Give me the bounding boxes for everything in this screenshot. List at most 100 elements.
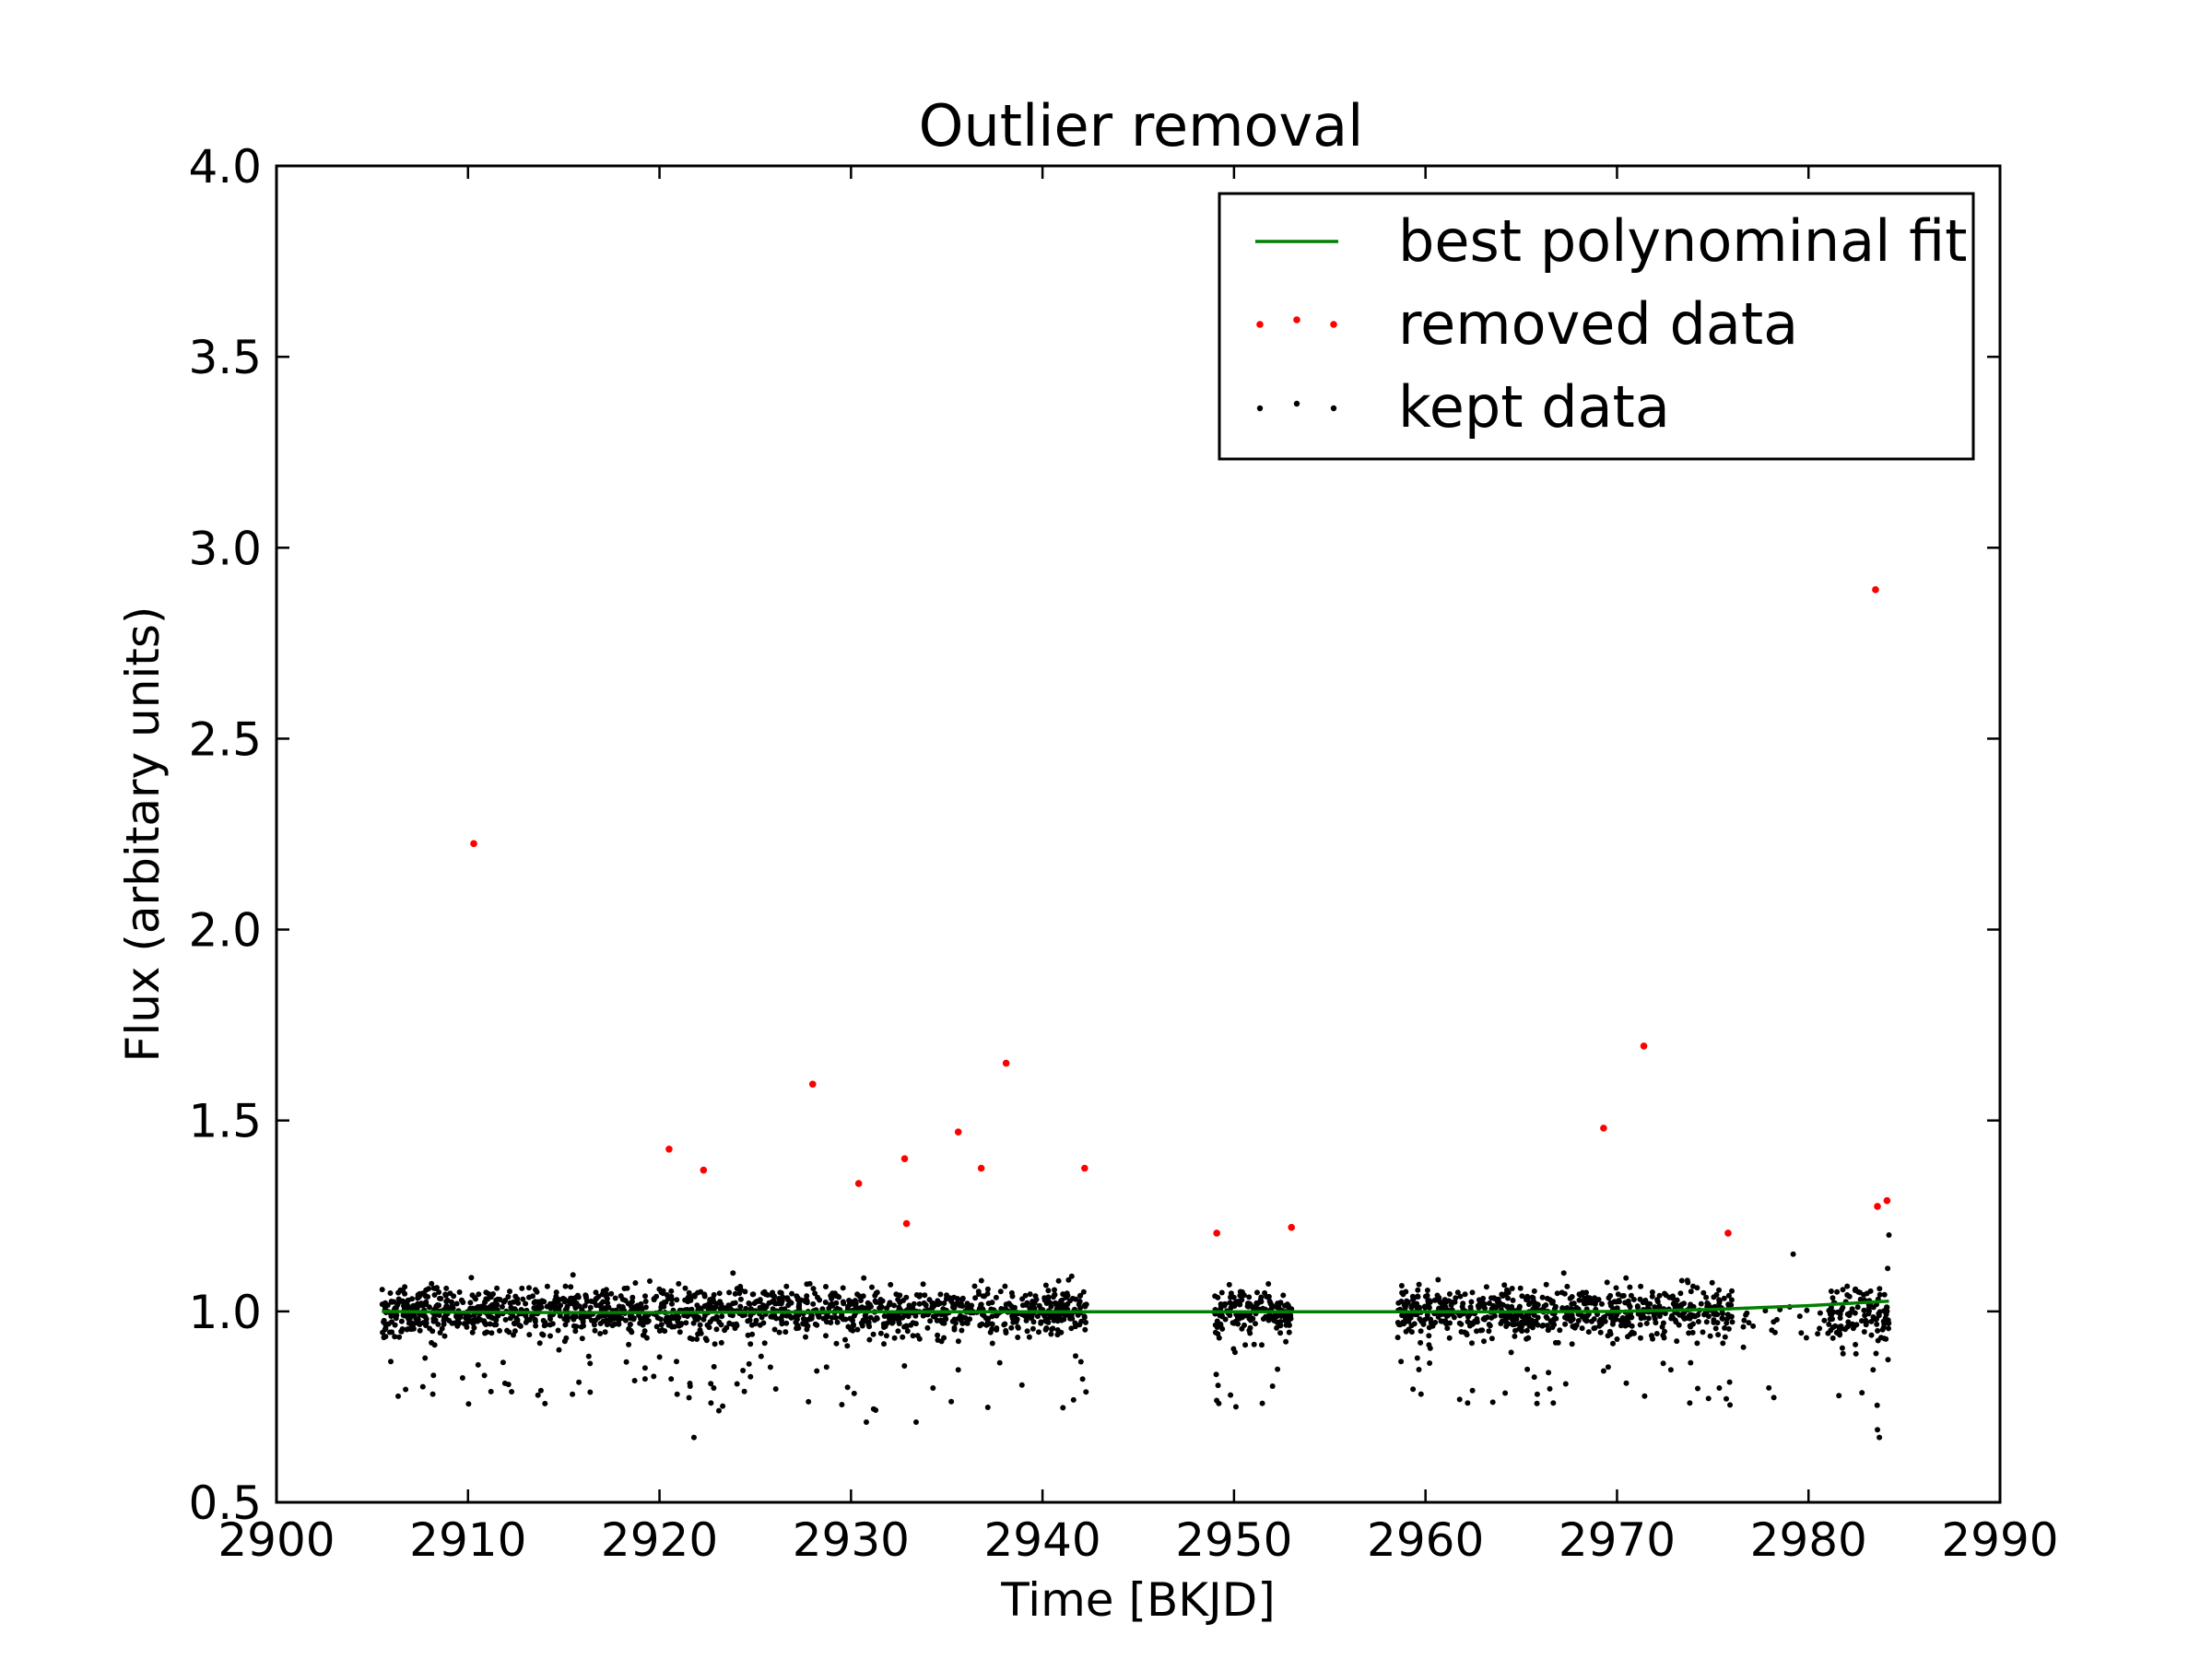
kept-point	[1015, 1316, 1020, 1322]
kept-point	[427, 1325, 432, 1331]
kept-point	[581, 1319, 586, 1324]
kept-point	[1214, 1371, 1219, 1377]
removed-point	[955, 1128, 962, 1135]
kept-point	[1487, 1300, 1492, 1306]
kept-point	[1532, 1301, 1537, 1307]
kept-point	[1004, 1330, 1009, 1335]
kept-point	[777, 1289, 782, 1295]
kept-point	[395, 1290, 401, 1296]
kept-point	[1432, 1298, 1438, 1303]
kept-point	[393, 1323, 398, 1328]
kept-point	[1447, 1291, 1453, 1297]
kept-point	[931, 1313, 936, 1319]
x-tick-label: 2930	[793, 1513, 910, 1567]
kept-point	[913, 1321, 919, 1326]
kept-point	[1685, 1280, 1690, 1286]
kept-point	[582, 1303, 588, 1309]
kept-point	[789, 1300, 794, 1306]
kept-point	[472, 1295, 477, 1300]
kept-point	[1841, 1351, 1846, 1357]
kept-point	[1254, 1289, 1260, 1295]
kept-point	[1850, 1306, 1855, 1312]
kept-point	[603, 1329, 608, 1335]
kept-point	[1048, 1332, 1053, 1337]
kept-point	[921, 1281, 926, 1287]
removed-point	[809, 1081, 817, 1088]
kept-point	[750, 1291, 756, 1297]
chart-title: Outlier removal	[919, 92, 1364, 159]
kept-point	[1556, 1340, 1561, 1346]
kept-point	[411, 1326, 417, 1332]
x-tick-label: 2950	[1175, 1513, 1292, 1567]
kept-point	[547, 1334, 553, 1339]
kept-point	[470, 1330, 476, 1335]
kept-point	[1058, 1330, 1064, 1335]
kept-point	[1589, 1300, 1594, 1306]
kept-point	[435, 1302, 441, 1308]
kept-point	[545, 1284, 550, 1289]
kept-point	[687, 1395, 692, 1401]
kept-point	[508, 1315, 513, 1321]
kept-point	[930, 1385, 935, 1391]
kept-point	[625, 1286, 630, 1291]
kept-point	[505, 1294, 511, 1300]
kept-point	[765, 1292, 771, 1298]
kept-point	[1853, 1323, 1858, 1328]
removed-point	[1213, 1230, 1220, 1237]
kept-point	[1699, 1301, 1704, 1307]
kept-point	[1229, 1290, 1234, 1296]
kept-point	[853, 1300, 859, 1306]
legend-kept-marker	[1257, 406, 1263, 411]
kept-point	[759, 1354, 764, 1359]
kept-point	[1495, 1300, 1500, 1305]
kept-point	[575, 1293, 581, 1299]
kept-point	[834, 1341, 840, 1347]
kept-point	[588, 1305, 594, 1311]
kept-point	[1855, 1289, 1861, 1295]
kept-point	[519, 1286, 524, 1291]
kept-point	[1082, 1302, 1088, 1308]
kept-point	[1876, 1311, 1881, 1316]
kept-point	[382, 1305, 388, 1311]
kept-point	[512, 1328, 518, 1334]
kept-point	[1253, 1303, 1259, 1309]
kept-point	[1614, 1285, 1619, 1290]
kept-point	[1626, 1302, 1631, 1308]
kept-point	[1519, 1313, 1524, 1319]
kept-point	[1696, 1319, 1701, 1324]
kept-point	[1068, 1325, 1074, 1331]
kept-point	[773, 1386, 779, 1392]
kept-point	[878, 1331, 884, 1336]
kept-point	[988, 1330, 994, 1335]
kept-point	[568, 1284, 573, 1289]
kept-point	[1877, 1435, 1882, 1441]
kept-point	[1741, 1318, 1747, 1324]
kept-point	[1635, 1303, 1641, 1309]
kept-point	[990, 1322, 995, 1327]
kept-point	[1425, 1315, 1430, 1321]
kept-point	[1524, 1296, 1529, 1301]
kept-point	[643, 1299, 649, 1304]
kept-point	[719, 1340, 724, 1346]
kept-point	[1036, 1329, 1041, 1335]
y-tick-label: 3.5	[188, 331, 262, 384]
kept-point	[1875, 1328, 1880, 1334]
kept-point	[1484, 1284, 1489, 1289]
kept-point	[488, 1330, 494, 1335]
kept-point	[413, 1316, 418, 1322]
kept-point	[512, 1294, 518, 1300]
kept-point	[900, 1335, 905, 1340]
kept-point	[1797, 1313, 1803, 1319]
kept-point	[1078, 1359, 1084, 1365]
kept-point	[1213, 1330, 1218, 1335]
kept-point	[388, 1290, 394, 1296]
kept-point	[524, 1317, 530, 1323]
kept-point	[652, 1296, 657, 1301]
kept-point	[1280, 1292, 1286, 1298]
kept-point	[503, 1317, 509, 1323]
kept-point	[635, 1303, 641, 1309]
kept-point	[810, 1301, 816, 1307]
kept-point	[863, 1319, 868, 1324]
kept-point	[1219, 1290, 1225, 1296]
kept-point	[542, 1401, 547, 1406]
